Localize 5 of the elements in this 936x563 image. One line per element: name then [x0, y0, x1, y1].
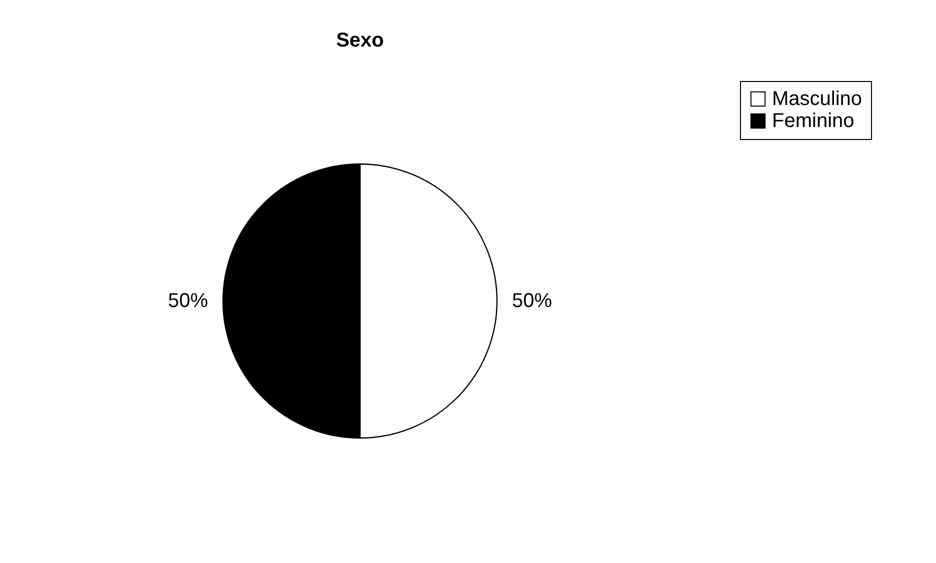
chart-title: Sexo	[336, 30, 384, 52]
data-label: 50%	[168, 290, 208, 312]
legend-label: Feminino	[772, 110, 854, 132]
legend-label: Masculino	[772, 88, 862, 110]
data-label: 50%	[512, 290, 552, 312]
